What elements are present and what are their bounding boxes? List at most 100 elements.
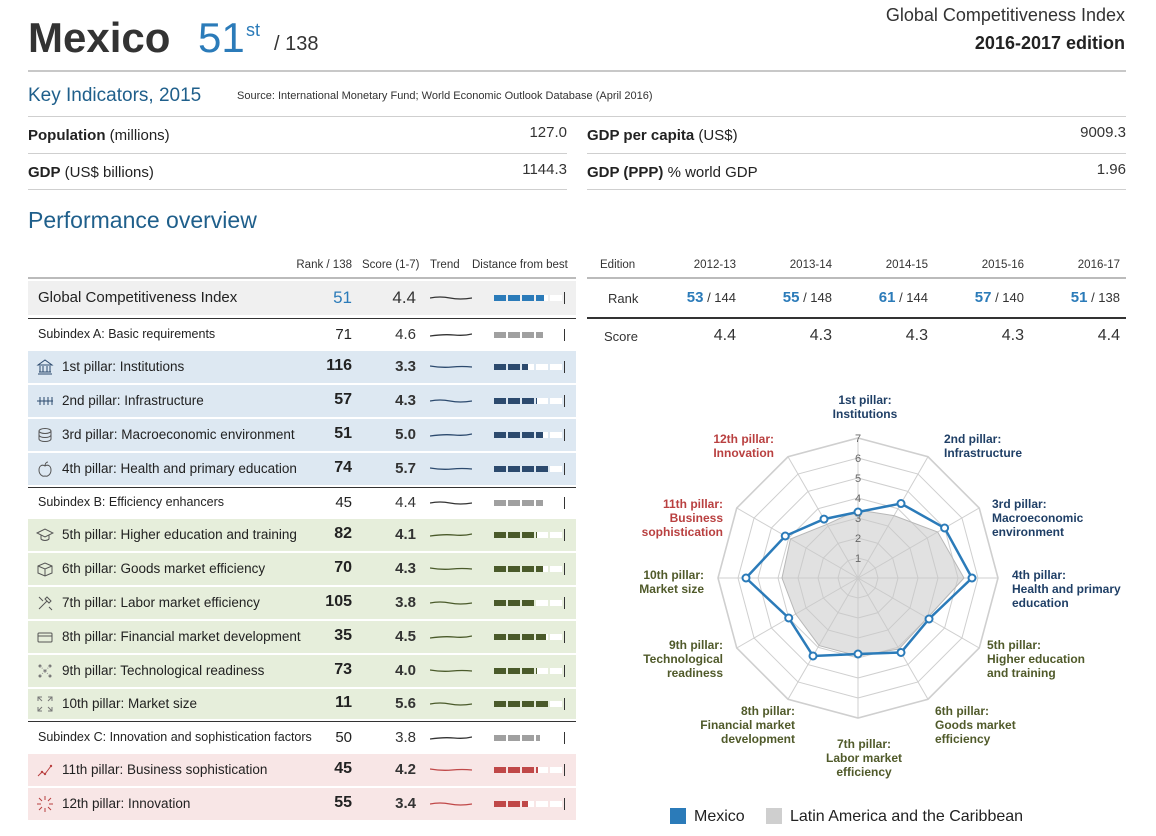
distance-segment-empty xyxy=(550,801,562,807)
row-label: 8th pillar: Financial market development xyxy=(62,628,301,644)
distance-segment-empty xyxy=(550,295,562,301)
institution-icon xyxy=(36,358,54,376)
col-trend-header: Trend xyxy=(430,259,460,271)
row-rank: 74 xyxy=(334,459,352,477)
header-divider xyxy=(28,70,1126,72)
distance-segment xyxy=(536,734,540,741)
legend-label: Mexico xyxy=(694,808,745,825)
row-rank: 35 xyxy=(334,627,352,645)
box-icon xyxy=(36,560,54,578)
radar-grid-ring xyxy=(797,517,919,639)
radar-grid-ring xyxy=(757,477,959,679)
distance-segment xyxy=(522,767,534,773)
distance-segment-empty xyxy=(550,466,562,472)
distance-segment xyxy=(508,566,520,572)
legend-label: Latin America and the Caribbean xyxy=(790,808,1024,825)
radar-tick-label: 6 xyxy=(855,453,861,465)
distance-segment xyxy=(494,668,506,674)
apple-icon xyxy=(36,460,54,478)
trend-sparkline xyxy=(430,669,472,672)
radar-axis-label-line: 2nd pillar: xyxy=(944,432,1002,446)
distance-end-mark xyxy=(564,328,565,341)
distance-segment-empty xyxy=(550,668,562,674)
distance-segment xyxy=(494,600,506,606)
radar-point xyxy=(853,649,863,659)
radar-spoke xyxy=(857,577,929,700)
row-rank: 51 xyxy=(333,287,352,307)
radar-axis-label: 1st pillar: Institutions xyxy=(785,393,945,421)
distance-segment xyxy=(494,398,506,404)
distance-segment-empty xyxy=(550,331,562,338)
distance-segment-empty xyxy=(550,398,562,404)
trend-sparkline xyxy=(430,735,472,740)
rank-suffix: st xyxy=(246,20,261,40)
indicator-gdp-ppp-value: 1.96 xyxy=(1096,161,1126,178)
distance-segment xyxy=(522,701,534,707)
distance-segment-empty xyxy=(528,801,534,807)
distance-segment xyxy=(508,668,520,674)
bank-card-icon xyxy=(36,628,54,646)
distance-end-mark xyxy=(564,563,565,575)
radar-axis-label-line: 9th pillar: xyxy=(668,638,723,652)
radar-axis-label-line: Goods market xyxy=(935,718,1016,732)
table-header-divider xyxy=(28,277,576,279)
performance-overview-title: Performance overview xyxy=(28,207,257,233)
radar-grid-ring xyxy=(777,497,939,659)
graduation-cap-icon xyxy=(35,526,55,544)
radar-axis-label: 8th pillar: Financial market development xyxy=(700,704,795,746)
distance-segment xyxy=(494,801,506,807)
edition-rank-of: / 144 xyxy=(895,290,928,305)
distance-segment xyxy=(508,466,520,472)
distance-end-mark xyxy=(564,463,565,475)
row-score: 4.2 xyxy=(395,761,416,778)
radar-axis-label: 7th pillar: Labor market efficiency xyxy=(784,737,944,779)
distance-segment xyxy=(508,331,520,338)
row-label: 7th pillar: Labor market efficiency xyxy=(62,594,260,610)
subindex-row: Subindex A: Basic requirements 71 4.6 xyxy=(28,318,576,349)
distance-segment xyxy=(536,466,548,472)
distance-segment-empty xyxy=(536,600,548,606)
trend-sparkline xyxy=(430,802,472,806)
gci-row: Global Competitiveness Index 51 4.4 xyxy=(28,281,576,315)
row-rank: 70 xyxy=(334,559,352,577)
distance-segment-empty xyxy=(550,566,562,572)
radar-point xyxy=(924,614,934,624)
radar-tick-label: 3 xyxy=(855,513,861,525)
distance-end-mark xyxy=(564,631,565,643)
trend-sparkline xyxy=(430,467,472,470)
distance-segment-empty xyxy=(543,566,548,572)
trend-sparkline xyxy=(430,768,472,771)
trend-sparkline xyxy=(430,702,472,706)
edition-year: 2013-14 xyxy=(789,259,832,271)
overall-rank: 51 xyxy=(198,14,245,61)
pillar-row: 3rd pillar: Macroeconomic environment 51 5… xyxy=(28,419,576,451)
distance-segment xyxy=(522,532,534,538)
indicator-gdp-ppp-label: GDP (PPP) % world GDP xyxy=(587,164,758,181)
indicator-gdp-value: 1144.3 xyxy=(522,161,567,178)
edition-score: 4.3 xyxy=(809,327,832,344)
distance-segment-empty xyxy=(543,500,548,506)
trend-sparkline xyxy=(430,601,472,605)
pillar-row: 12th pillar: Innovation 55 3.4 xyxy=(28,788,576,820)
radar-axis-label-line: Infrastructure xyxy=(944,446,1023,460)
coins-icon xyxy=(36,426,54,444)
radar-tick-label: 1 xyxy=(855,553,861,565)
distance-segment-empty xyxy=(537,532,548,538)
radar-spoke xyxy=(787,456,859,579)
radar-axis-label-line: efficiency xyxy=(836,765,892,779)
trend-sparkline xyxy=(430,332,472,337)
distance-segment xyxy=(508,295,520,301)
indicator-population-value: 127.0 xyxy=(529,124,567,141)
radar-point xyxy=(780,531,790,541)
row-rank: 116 xyxy=(326,357,352,375)
distance-segment-empty xyxy=(550,767,562,773)
distance-segment xyxy=(522,466,534,472)
trend-sparkline xyxy=(430,433,472,437)
key-indicators-source: Source: International Monetary Fund; Wor… xyxy=(237,90,653,102)
radar-tick-label: 4 xyxy=(855,493,861,505)
row-label: 2nd pillar: Infrastructure xyxy=(62,392,204,408)
col-score-header: Score (1-7) xyxy=(362,259,420,271)
edition-rank-of: / 140 xyxy=(991,290,1024,305)
distance-segment xyxy=(508,500,520,506)
network-icon xyxy=(36,662,54,680)
